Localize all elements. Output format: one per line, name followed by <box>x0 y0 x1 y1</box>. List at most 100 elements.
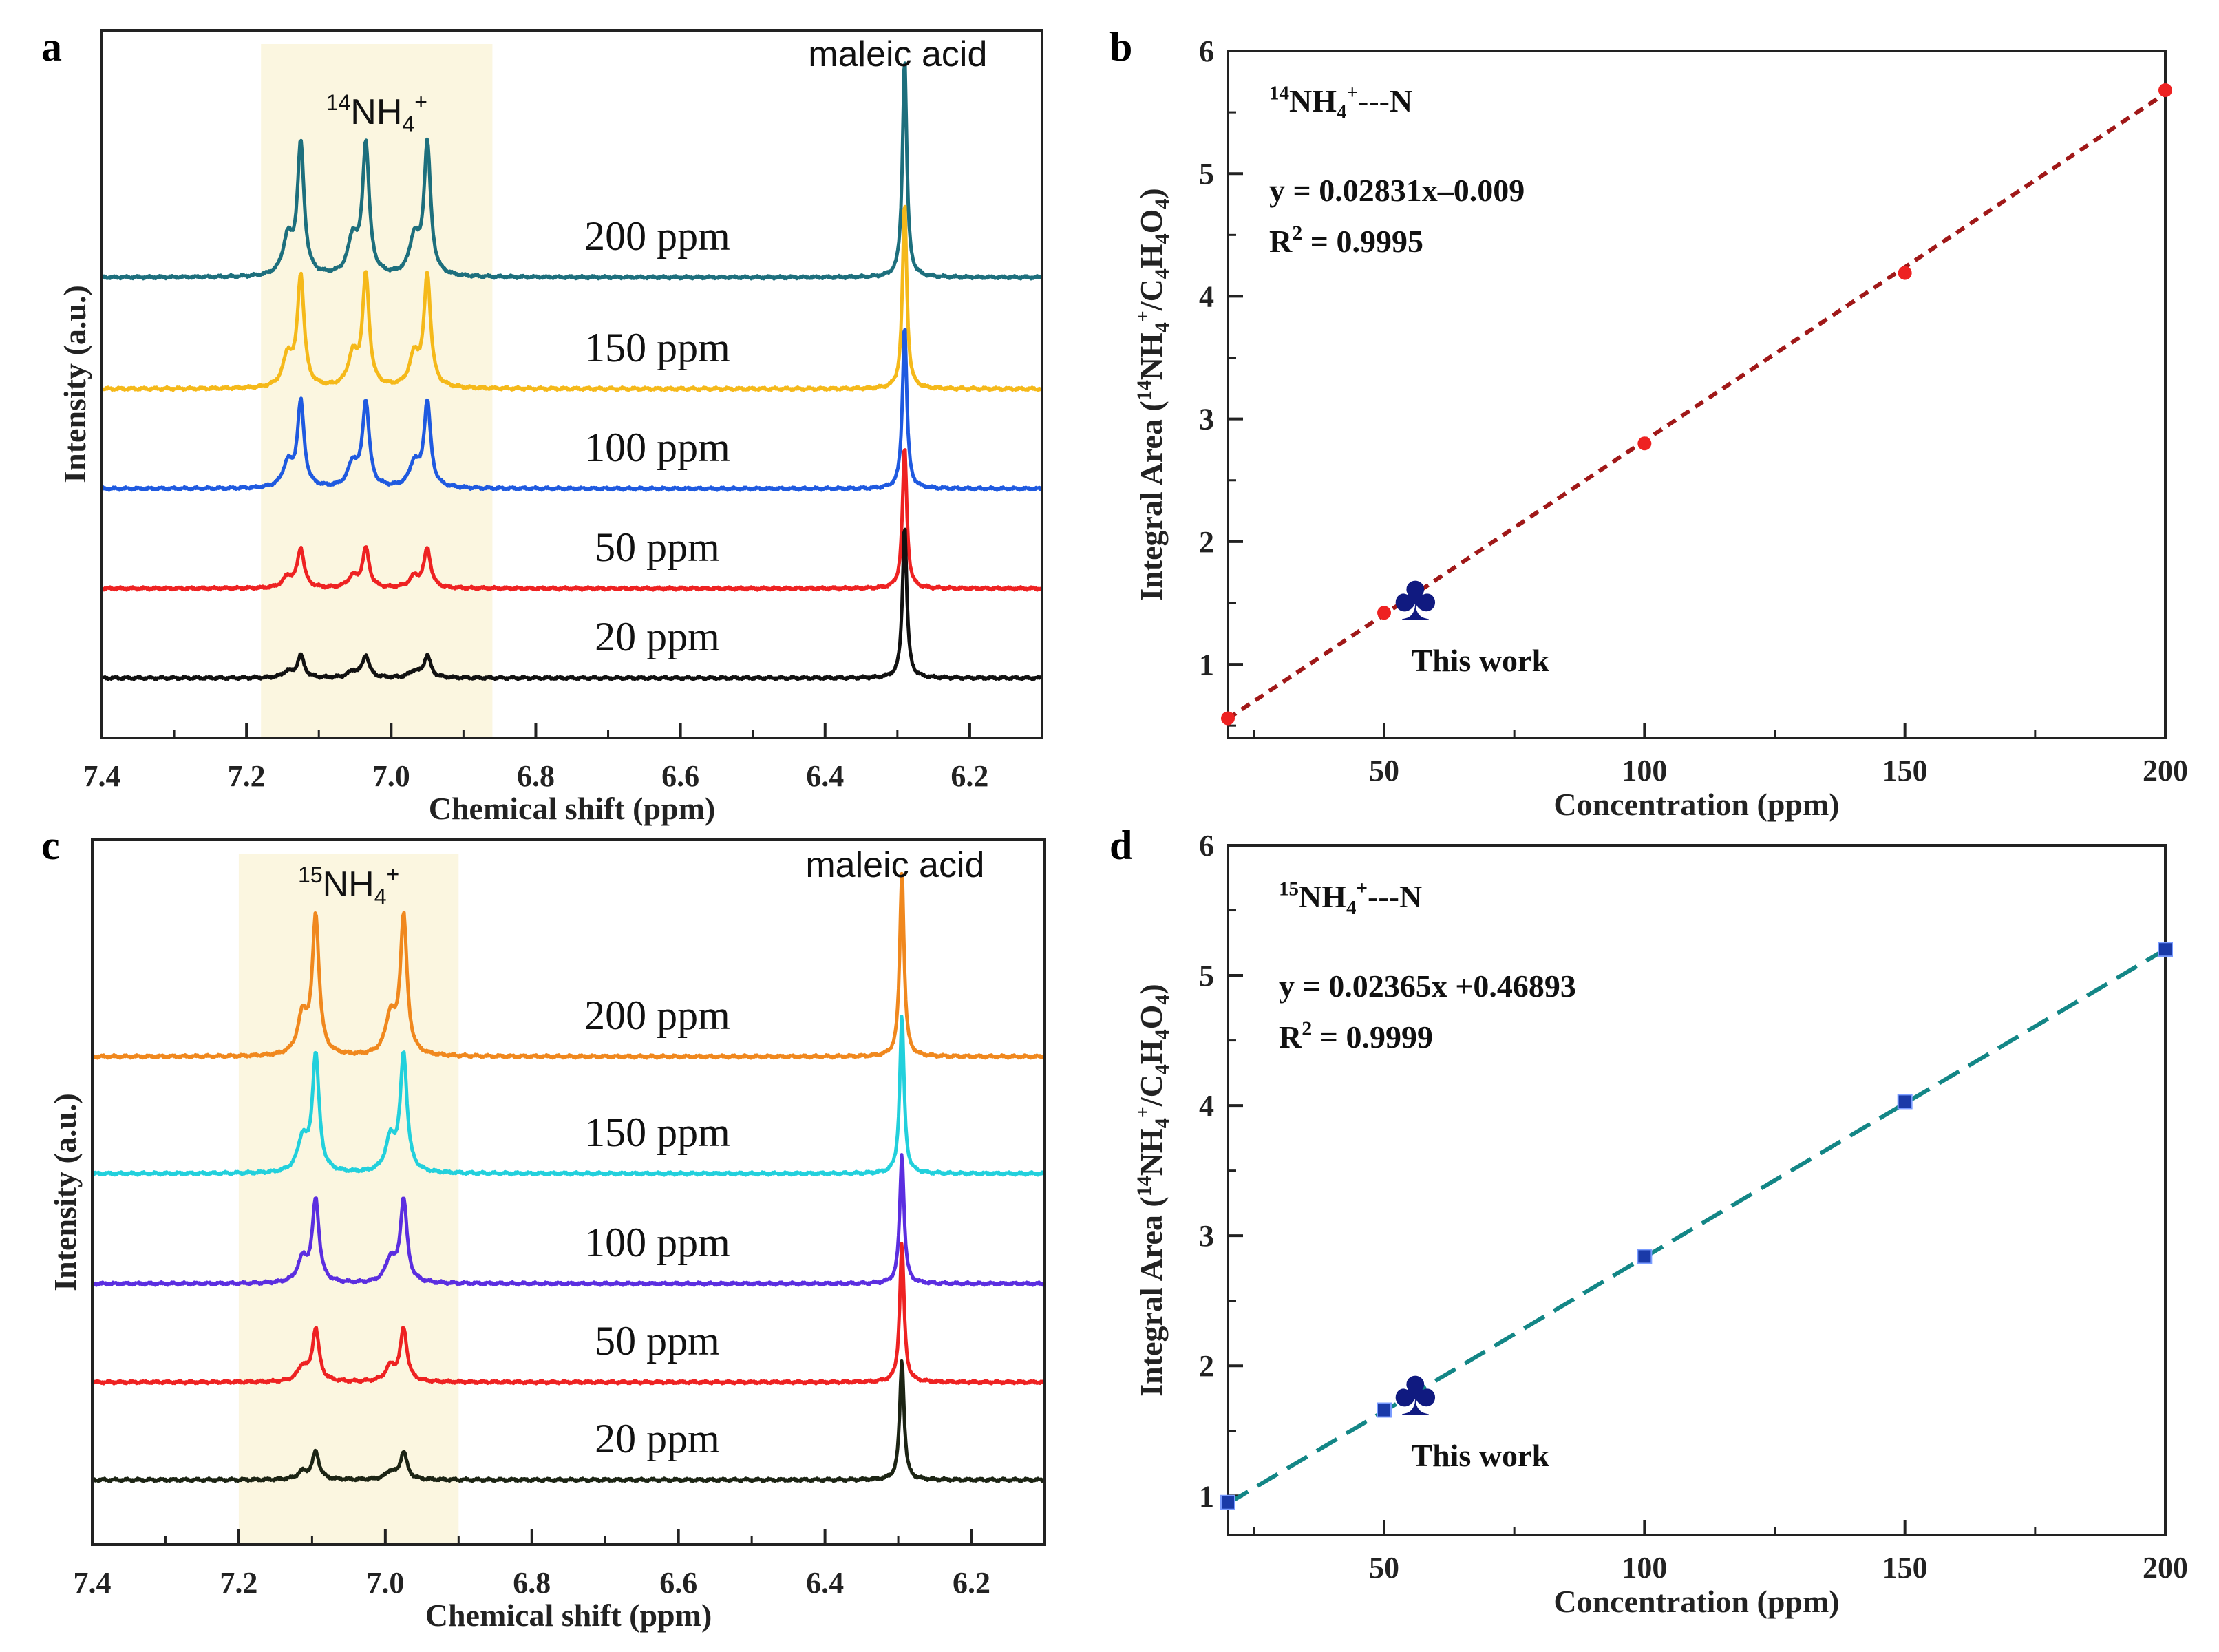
highlight-region <box>238 854 459 1545</box>
nmr-chart-c: 200 ppm 150 ppm 100 ppm 50 ppm 20 ppm 7.4 7.2 7… <box>47 838 1046 1633</box>
calibration-chart-b: 50 100 150 200 1 2 3 4 5 6 Concentration (ppm) Inte… <box>1132 34 2188 822</box>
x-axis-title: Concentration (ppm) <box>1553 787 1839 822</box>
x-tick-label: 6.2 <box>953 1566 990 1600</box>
spectrum-150-ppm <box>100 204 1043 392</box>
data-point <box>1377 606 1391 620</box>
data-point <box>2158 83 2172 98</box>
reference-label: maleic acid <box>805 845 984 885</box>
x-axis-title: Chemical shift (ppm) <box>429 791 716 826</box>
series-name: 14NH4+---N <box>1269 82 1412 124</box>
spectrum-20-ppm <box>90 1359 1045 1483</box>
data-point <box>1898 266 1912 280</box>
x-tick-label: 7.2 <box>220 1566 257 1600</box>
x-tick-label: 50 <box>1369 1551 1399 1585</box>
series-label: 200 ppm <box>584 993 730 1038</box>
y-tick-label: 5 <box>1199 959 1214 993</box>
y-axis-title: Intensity (a.u.) <box>57 285 92 483</box>
x-tick-label: 7.4 <box>83 759 121 793</box>
nmr-chart-a: 200 ppm 150 ppm 100 ppm 50 ppm 20 ppm 7.4 7.2 7… <box>57 29 1043 826</box>
highlight-region <box>261 44 493 738</box>
x-tick-label: 50 <box>1369 754 1399 787</box>
y-tick-label: 1 <box>1199 1479 1214 1513</box>
data-point <box>1637 436 1652 451</box>
spectrum-200-ppm <box>91 871 1045 1060</box>
y-axis-title: Integral Area (14NH4+/C4H4O4) <box>1132 188 1174 600</box>
spectrum-150-ppm <box>90 1015 1045 1177</box>
series-label: 20 ppm <box>595 614 720 659</box>
series-label: 20 ppm <box>595 1416 720 1461</box>
this-work-club-icon: ♣ <box>1394 561 1437 635</box>
plot-frame <box>1227 50 2167 739</box>
data-point <box>1221 711 1235 726</box>
x-tick-label: 6.4 <box>806 1566 844 1600</box>
x-tick-label: 6.8 <box>517 759 555 793</box>
series-name: 15NH4+---N <box>1279 878 1422 920</box>
data-point <box>1220 1494 1235 1510</box>
x-tick-label: 7.2 <box>228 759 266 793</box>
r-squared: R2 = 0.9999 <box>1279 1017 1433 1055</box>
data-point <box>1377 1402 1392 1418</box>
this-work-label: This work <box>1411 643 1549 678</box>
spectrum-50-ppm <box>101 448 1043 592</box>
spectrum-50-ppm <box>91 1242 1045 1386</box>
y-tick-label: 4 <box>1199 279 1214 313</box>
x-tick-label: 100 <box>1622 754 1667 787</box>
x-tick-label: 150 <box>1882 1551 1928 1585</box>
this-work-label: This work <box>1411 1438 1549 1473</box>
calibration-chart-d: 50 100 150 200 1 2 3 4 5 6 Concentration (ppm) Inte… <box>1132 829 2188 1619</box>
y-tick-label: 6 <box>1199 829 1214 862</box>
data-point <box>2158 942 2173 957</box>
nmr-peak-label: 15NH4+ <box>298 862 399 909</box>
series-label: 150 ppm <box>584 1110 730 1155</box>
panel-letter-a: a <box>41 24 62 70</box>
spectrum-20-ppm <box>100 527 1043 681</box>
data-point <box>1637 1249 1653 1264</box>
panel-letter-c: c <box>41 823 60 868</box>
plot-frame <box>100 29 1043 739</box>
spectrum-100-ppm <box>100 328 1043 492</box>
y-tick-label: 2 <box>1199 1349 1214 1383</box>
series-label: 100 ppm <box>584 1220 730 1265</box>
spectrum-200-ppm <box>101 61 1043 281</box>
x-tick-label: 6.4 <box>806 759 844 793</box>
x-axis-title: Chemical shift (ppm) <box>425 1598 712 1633</box>
nmr-peak-label: 14NH4+ <box>326 89 427 136</box>
fit-equation: y = 0.02365x +0.46893 <box>1279 968 1576 1004</box>
y-tick-label: 6 <box>1199 34 1214 68</box>
r-squared: R2 = 0.9995 <box>1269 222 1423 259</box>
series-label: 150 ppm <box>584 325 730 370</box>
y-axis-title: Intensity (a.u.) <box>47 1093 83 1291</box>
x-axis-title: Concentration (ppm) <box>1553 1584 1839 1619</box>
x-tick-label: 7.0 <box>366 1566 404 1600</box>
y-tick-label: 3 <box>1199 403 1214 436</box>
fit-equation: y = 0.02831x–0.009 <box>1269 173 1525 208</box>
plot-frame <box>91 838 1046 1546</box>
reference-label: maleic acid <box>808 34 987 74</box>
series-label: 50 ppm <box>595 525 720 570</box>
plot-frame <box>1227 844 2167 1536</box>
data-point <box>1897 1094 1913 1110</box>
x-tick-label: 6.6 <box>659 1566 697 1600</box>
series-label: 50 ppm <box>595 1318 720 1364</box>
y-tick-label: 2 <box>1199 525 1214 559</box>
x-tick-label: 100 <box>1622 1551 1667 1585</box>
spectrum-100-ppm <box>91 1153 1046 1287</box>
x-tick-label: 150 <box>1882 754 1928 787</box>
panel-letter-b: b <box>1110 24 1132 70</box>
y-axis-title: Integral Area (14NH4+/C4H4O4) <box>1132 984 1174 1396</box>
y-tick-label: 4 <box>1199 1089 1214 1123</box>
x-tick-label: 6.8 <box>513 1566 551 1600</box>
x-tick-label: 7.4 <box>74 1566 112 1600</box>
x-tick-label: 200 <box>2143 754 2188 787</box>
panel-letter-d: d <box>1110 823 1132 868</box>
x-tick-label: 7.0 <box>372 759 410 793</box>
this-work-club-icon: ♣ <box>1394 1356 1437 1430</box>
x-tick-label: 200 <box>2143 1551 2188 1585</box>
x-tick-label: 6.2 <box>951 759 988 793</box>
series-label: 100 ppm <box>584 425 730 470</box>
x-tick-label: 6.6 <box>661 759 699 793</box>
y-tick-label: 1 <box>1199 648 1214 681</box>
series-label: 200 ppm <box>584 213 730 259</box>
y-tick-label: 5 <box>1199 157 1214 191</box>
